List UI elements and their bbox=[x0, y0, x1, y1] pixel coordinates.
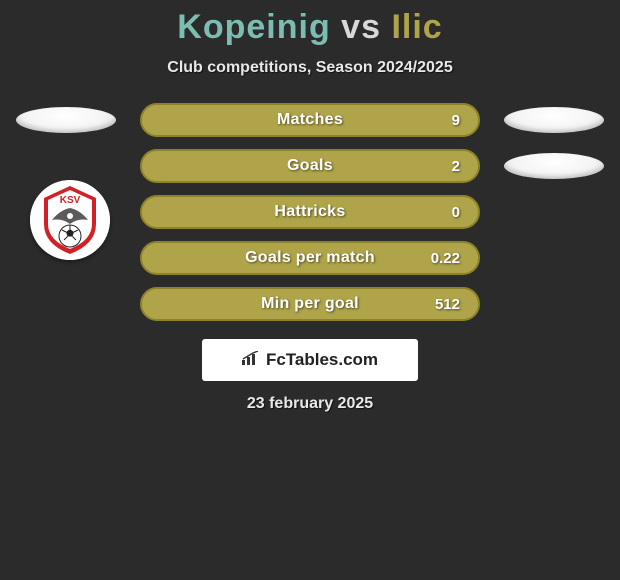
branding-badge[interactable]: FcTables.com bbox=[202, 339, 418, 381]
stat-label: Min per goal bbox=[142, 295, 478, 313]
stat-bar-goals-per-match: Goals per match 0.22 bbox=[140, 241, 480, 275]
branding-text: FcTables.com bbox=[266, 350, 378, 370]
player1-slot-top bbox=[16, 104, 116, 136]
player1-slot bbox=[16, 150, 116, 182]
player2-slot-bottom bbox=[504, 150, 604, 182]
chart-icon bbox=[242, 351, 260, 370]
stat-row: Min per goal 512 bbox=[0, 287, 620, 321]
comparison-date: 23 february 2025 bbox=[0, 395, 620, 413]
stat-row: Matches 9 bbox=[0, 103, 620, 137]
ellipse-placeholder bbox=[16, 107, 116, 133]
stat-row: Goals 2 bbox=[0, 149, 620, 183]
player2-slot-top bbox=[504, 104, 604, 136]
ellipse-placeholder bbox=[504, 153, 604, 179]
stat-bar-matches: Matches 9 bbox=[140, 103, 480, 137]
stat-label: Goals bbox=[142, 157, 478, 175]
ellipse-placeholder bbox=[504, 107, 604, 133]
player1-name: Kopeinig bbox=[177, 8, 330, 46]
comparison-card: Kopeinig vs Ilic Club competitions, Seas… bbox=[0, 0, 620, 413]
subtitle: Club competitions, Season 2024/2025 bbox=[0, 59, 620, 77]
stat-bar-goals: Goals 2 bbox=[140, 149, 480, 183]
vs-text: vs bbox=[341, 8, 381, 46]
club-badge: KSV bbox=[30, 180, 110, 260]
ksv-badge-icon: KSV bbox=[30, 180, 110, 260]
club-badge-slot: KSV bbox=[30, 180, 110, 260]
svg-text:KSV: KSV bbox=[60, 195, 81, 206]
stat-label: Goals per match bbox=[142, 249, 478, 267]
stat-bar-min-per-goal: Min per goal 512 bbox=[140, 287, 480, 321]
stat-bar-hattricks: Hattricks 0 bbox=[140, 195, 480, 229]
player2-name: Ilic bbox=[391, 8, 442, 46]
page-title: Kopeinig vs Ilic bbox=[0, 8, 620, 47]
stat-label: Hattricks bbox=[142, 203, 478, 221]
stat-label: Matches bbox=[142, 111, 478, 129]
